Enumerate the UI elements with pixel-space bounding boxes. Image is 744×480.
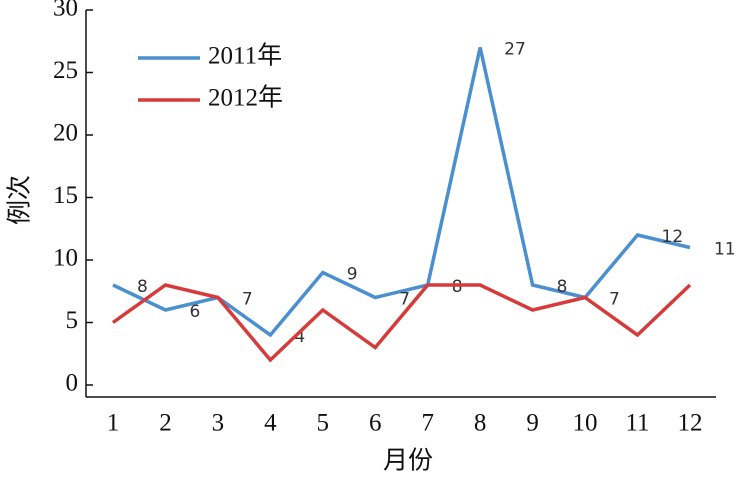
y-tick-label: 10 (53, 245, 78, 272)
data-label: 12 (662, 227, 684, 247)
y-tick-label: 0 (66, 370, 79, 397)
x-tick-label: 12 (677, 410, 702, 437)
y-axis-label: 例次 (6, 175, 34, 225)
y-tick-label: 25 (53, 57, 78, 84)
data-label: 4 (294, 327, 305, 347)
x-tick-label: 3 (212, 410, 225, 437)
data-label: 9 (347, 265, 358, 285)
y-tick-label: 30 (53, 0, 78, 22)
x-tick-label: 10 (573, 410, 598, 437)
data-label: 8 (557, 277, 568, 297)
legend-label: 2012年 (208, 84, 283, 112)
x-tick-label: 8 (474, 410, 487, 437)
y-tick-label: 20 (53, 120, 78, 147)
data-label: 8 (452, 277, 463, 297)
data-label: 7 (399, 290, 410, 310)
x-tick-label: 11 (625, 410, 649, 437)
y-tick-label: 5 (66, 307, 79, 334)
legend-label: 2011年 (208, 42, 282, 70)
x-tick-label: 5 (317, 410, 330, 437)
data-label: 7 (242, 290, 253, 310)
data-label: 8 (137, 277, 148, 297)
series-line (111, 283, 692, 363)
series-line (112, 47, 691, 338)
x-tick-label: 6 (369, 410, 382, 437)
x-tick-label: 9 (526, 410, 539, 437)
y-tick-label: 15 (53, 182, 78, 209)
x-tick-label: 4 (264, 410, 277, 437)
data-label: 27 (504, 40, 526, 60)
data-label: 6 (189, 302, 200, 322)
data-label: 7 (609, 290, 620, 310)
x-axis-label: 月份 (383, 447, 433, 475)
x-tick-label: 1 (107, 410, 120, 437)
data-label: 11 (714, 240, 736, 260)
x-tick-label: 2 (159, 410, 172, 437)
x-tick-label: 7 (421, 410, 434, 437)
